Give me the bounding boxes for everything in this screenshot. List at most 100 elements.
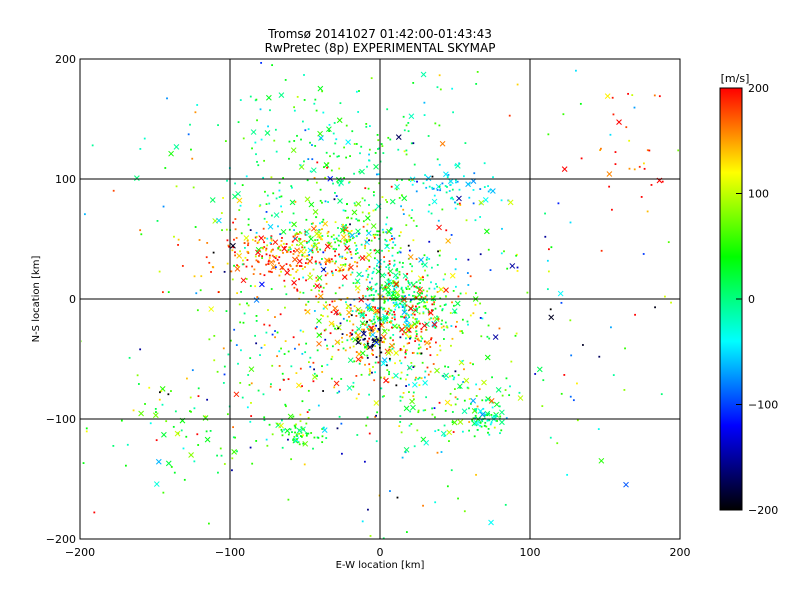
data-point: [459, 386, 462, 389]
data-point: [244, 246, 246, 249]
data-point: [487, 190, 490, 193]
data-point: [339, 269, 341, 272]
data-point: [400, 205, 402, 208]
data-point: [449, 197, 452, 200]
data-point: [327, 235, 329, 237]
data-point: [344, 209, 347, 212]
x-tick-label-1: −100: [215, 546, 245, 559]
data-point: [277, 247, 280, 249]
data-point: [299, 231, 301, 234]
data-point: [360, 311, 363, 314]
data-point: [367, 305, 370, 308]
data-point: [472, 189, 475, 191]
data-point: [322, 218, 325, 221]
data-point-x: [267, 223, 274, 230]
data-point: [394, 297, 396, 300]
data-point: [409, 336, 412, 339]
data-point: [231, 457, 234, 460]
data-point: [247, 218, 250, 221]
data-point: [393, 287, 396, 290]
data-point: [327, 201, 329, 203]
data-point: [336, 155, 339, 158]
data-point: [374, 313, 377, 316]
data-point: [648, 149, 651, 152]
data-point: [266, 244, 269, 247]
data-point: [93, 511, 96, 514]
data-point: [516, 270, 519, 272]
data-point: [346, 297, 349, 299]
data-point-x: [308, 236, 314, 242]
data-point: [310, 289, 313, 292]
data-point: [331, 274, 334, 277]
data-point-x: [373, 400, 380, 406]
data-point-x: [381, 357, 388, 364]
data-point-x: [317, 130, 323, 137]
data-point: [484, 413, 486, 416]
data-point: [365, 347, 368, 349]
data-point: [373, 236, 376, 239]
data-point: [422, 299, 424, 302]
data-point: [386, 316, 389, 319]
data-point: [346, 240, 348, 243]
data-point: [359, 359, 362, 362]
data-point-x: [495, 386, 502, 393]
data-point: [226, 239, 229, 242]
data-point-x: [270, 264, 277, 270]
data-point: [376, 315, 378, 318]
data-point: [366, 287, 369, 290]
data-point: [334, 292, 337, 295]
data-point: [362, 323, 365, 325]
data-point: [381, 341, 384, 343]
data-point: [425, 186, 428, 189]
data-point: [501, 227, 503, 230]
data-point: [306, 411, 309, 414]
data-point: [293, 140, 296, 142]
data-point: [454, 325, 457, 328]
data-point: [421, 337, 424, 340]
data-point: [408, 179, 411, 181]
chart-title: Tromsø 20141027 01:42:00-01:43:43: [267, 27, 492, 41]
data-point: [476, 71, 479, 73]
data-point: [269, 109, 271, 112]
data-point: [368, 259, 371, 262]
data-point: [406, 272, 409, 275]
data-point: [580, 157, 583, 160]
data-point: [407, 314, 410, 317]
data-point: [368, 337, 371, 340]
data-point: [569, 395, 572, 398]
data-point: [611, 96, 614, 99]
data-point: [570, 354, 573, 357]
data-point: [646, 149, 649, 152]
data-point-x: [373, 163, 379, 170]
data-point: [441, 374, 444, 377]
data-point: [389, 229, 391, 231]
data-point: [387, 310, 389, 313]
data-point: [418, 306, 421, 308]
data-point: [432, 299, 435, 302]
data-point-x: [345, 139, 351, 146]
data-point-x: [161, 431, 167, 438]
data-point: [289, 248, 292, 251]
data-point: [324, 274, 327, 277]
data-point: [638, 165, 641, 168]
data-point: [270, 237, 273, 240]
data-point: [416, 352, 419, 355]
data-point: [453, 304, 455, 307]
data-point: [370, 287, 373, 290]
data-point: [614, 163, 617, 166]
data-point: [177, 238, 180, 241]
data-point: [349, 238, 352, 241]
data-point: [311, 251, 314, 254]
data-point: [306, 258, 309, 261]
data-point-x: [339, 227, 346, 234]
data-point: [387, 272, 390, 275]
data-point: [454, 201, 456, 204]
data-point: [81, 340, 82, 343]
data-point-x: [165, 460, 172, 467]
data-point: [326, 344, 328, 347]
data-point: [301, 427, 304, 430]
data-point: [220, 454, 223, 457]
data-point: [314, 145, 317, 147]
data-point: [355, 90, 358, 93]
data-point-x: [417, 286, 423, 293]
